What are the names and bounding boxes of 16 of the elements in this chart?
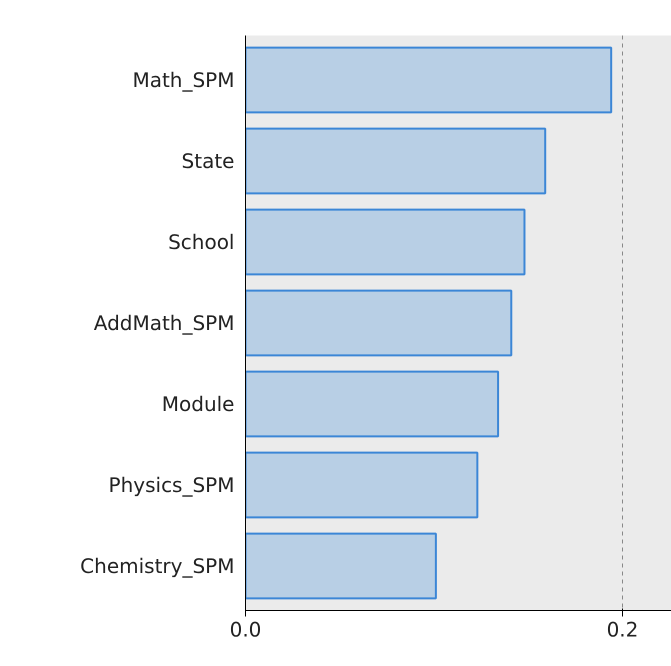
bar xyxy=(246,452,478,518)
bar xyxy=(246,46,612,114)
bar xyxy=(246,290,512,356)
y-tick-label: AddMath_SPM xyxy=(94,311,235,335)
y-tick-label: State xyxy=(182,149,235,174)
y-tick-label: School xyxy=(168,230,235,254)
bar xyxy=(246,370,500,438)
y-tick-label: Physics_SPM xyxy=(108,472,235,497)
x-tick-label: 0.2 xyxy=(606,618,638,642)
bar xyxy=(246,208,526,276)
x-tick-label: 0.0 xyxy=(230,618,262,642)
y-tick-label: Module xyxy=(162,392,235,416)
bar xyxy=(246,128,546,194)
bar xyxy=(246,532,437,600)
y-tick-label: Math_SPM xyxy=(132,68,235,92)
y-tick-label: Chemistry_SPM xyxy=(80,554,235,578)
